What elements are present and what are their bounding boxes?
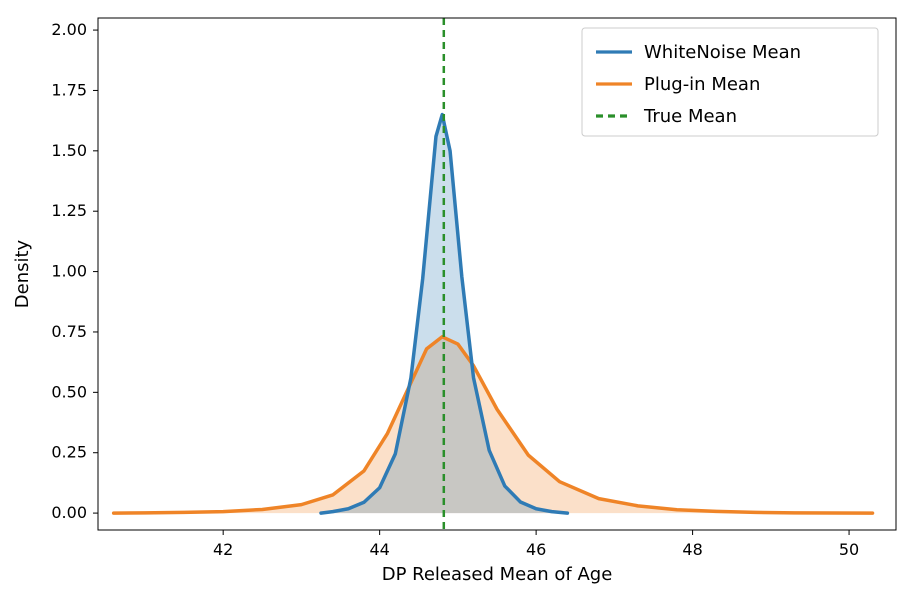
ytick-label: 0.25 xyxy=(51,443,87,462)
x-axis-label: DP Released Mean of Age xyxy=(382,564,613,585)
ytick-label: 0.75 xyxy=(51,322,87,341)
ytick-label: 2.00 xyxy=(51,20,87,39)
xtick-label: 42 xyxy=(213,540,233,559)
xtick-label: 50 xyxy=(839,540,859,559)
ytick-label: 0.50 xyxy=(51,382,87,401)
legend-label: Plug-in Mean xyxy=(644,74,760,95)
chart-svg: 42 44 46 48 50 0.00 0.25 0.50 0.75 1.00 1.25 1.50 1.… xyxy=(0,0,914,591)
ytick-label: 1.25 xyxy=(51,201,87,220)
xtick-label: 44 xyxy=(369,540,389,559)
ytick-label: 1.00 xyxy=(51,262,87,281)
ytick-label: 0.00 xyxy=(51,503,87,522)
ytick-label: 1.75 xyxy=(51,80,87,99)
xtick-label: 46 xyxy=(526,540,546,559)
legend-label: WhiteNoise Mean xyxy=(644,42,801,63)
legend-label: True Mean xyxy=(643,106,737,127)
xtick-label: 48 xyxy=(682,540,702,559)
density-chart: 42 44 46 48 50 0.00 0.25 0.50 0.75 1.00 1.25 1.50 1.… xyxy=(0,0,914,591)
ytick-label: 1.50 xyxy=(51,141,87,160)
y-axis-label: Density xyxy=(12,239,33,308)
